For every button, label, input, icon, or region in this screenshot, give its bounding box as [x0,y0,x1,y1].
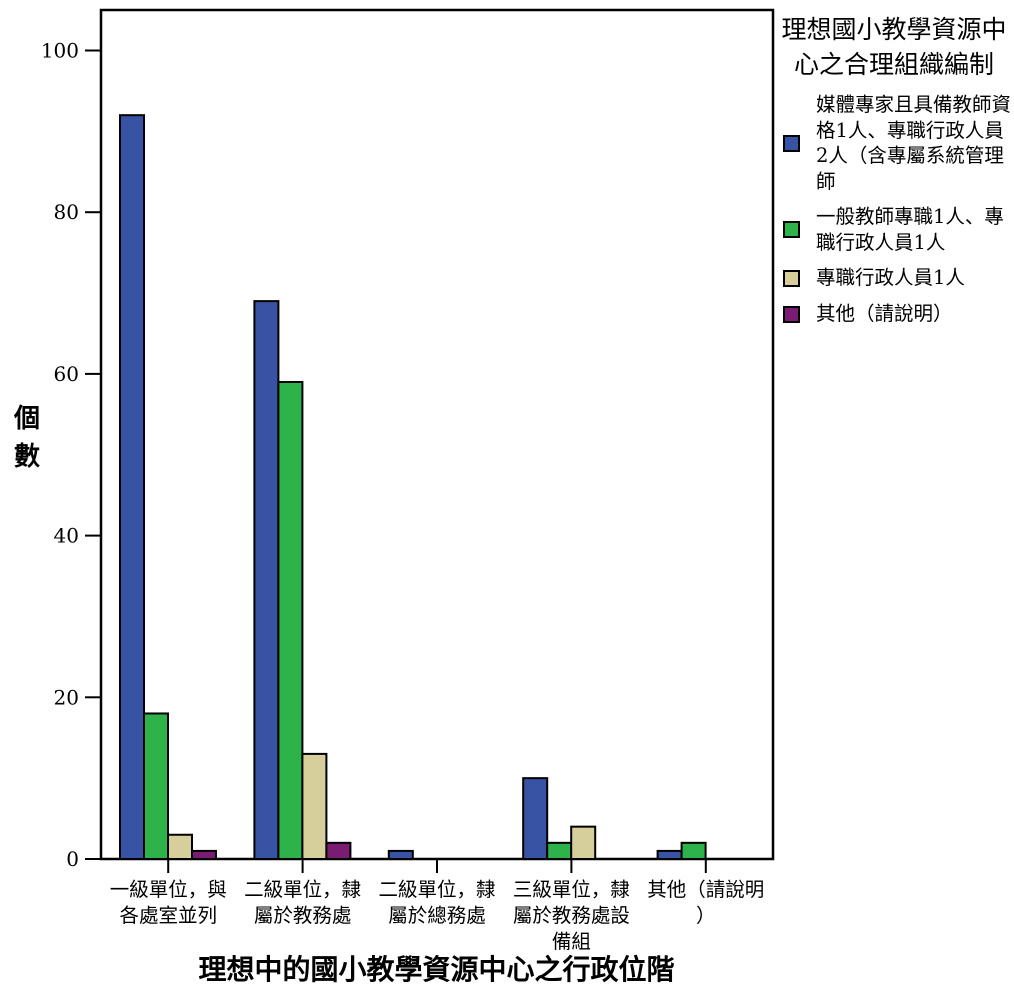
y-tick-label-60: 60 [54,362,79,386]
legend-item-3: 專職行政人員1人 [776,265,1012,291]
legend-swatch-3 [783,270,800,287]
x-tick-label-2: 二級單位，隸屬於教務處 [244,878,361,927]
x-axis: 一級單位，與各處室並列二級單位，隸屬於教務處二級單位，隸屬於總務處三級單位，隸屬… [110,859,764,953]
bar-1-series-2 [143,712,169,860]
legend-item-2: 一般教師專職1人、專職行政人員1人 [776,204,1012,255]
legend-label-1: 媒體專家且具備教師資格1人、專職行政人員2人（含專屬系統管理師 [816,93,1012,193]
x-axis-title: 理想中的國小教學資源中心之行政位階 [198,953,675,986]
y-tick-label-100: 100 [41,39,79,63]
bar-2-series-2 [277,380,304,860]
y-tick-label-80: 80 [54,200,79,224]
bars-group [119,114,707,861]
legend-swatch-1 [783,135,800,152]
bar-4-series-1 [522,777,549,861]
x-tick-label-3: 二級單位，隸屬於總務處 [378,878,495,927]
bar-4-series-2 [546,841,573,861]
y-axis-title: 個數 [13,404,40,472]
legend: 理想國小教學資源中心之合理組織編制 媒體專家且具備教師資格1人、專職行政人員2人… [776,12,1012,326]
legend-title: 理想國小教學資源中心之合理組織編制 [781,15,1007,79]
x-tick-label-5: 其他（請說明） [647,878,764,927]
y-tick-label-20: 20 [54,685,79,709]
bar-1-series-1 [119,114,145,861]
x-tick-label-4: 三級單位，隸屬於教務處設備組 [513,878,630,953]
y-tick-label-0: 0 [66,847,79,871]
bar-1-series-3 [167,833,193,860]
bar-1-series-4 [191,849,217,860]
bar-2-series-3 [301,752,328,861]
bar-2-series-1 [253,300,280,860]
bar-4-series-3 [570,825,597,860]
y-axis: 0 20 40 60 80 100 [41,39,101,871]
plot-area-frame [99,8,775,861]
legend-swatch-4 [783,305,800,323]
bar-2-series-4 [325,841,352,861]
bar-5-series-2 [680,841,707,861]
legend-label-2: 一般教師專職1人、專職行政人員1人 [816,205,1004,254]
legend-item-1: 媒體專家且具備教師資格1人、專職行政人員2人（含專屬系統管理師 [776,92,1012,194]
legend-item-4: 其他（請說明） [776,301,1012,327]
legend-items: 媒體專家且具備教師資格1人、專職行政人員2人（含專屬系統管理師一般教師專職1人、… [776,92,1012,326]
legend-label-3: 專職行政人員1人 [816,266,965,289]
y-tick-label-40: 40 [54,524,79,548]
bar-3-series-1 [387,849,414,860]
bar-5-series-1 [656,849,683,860]
legend-label-4: 其他（請說明） [816,301,953,325]
x-tick-label-1: 一級單位，與各處室並列 [110,878,227,927]
legend-swatch-2 [783,221,800,238]
